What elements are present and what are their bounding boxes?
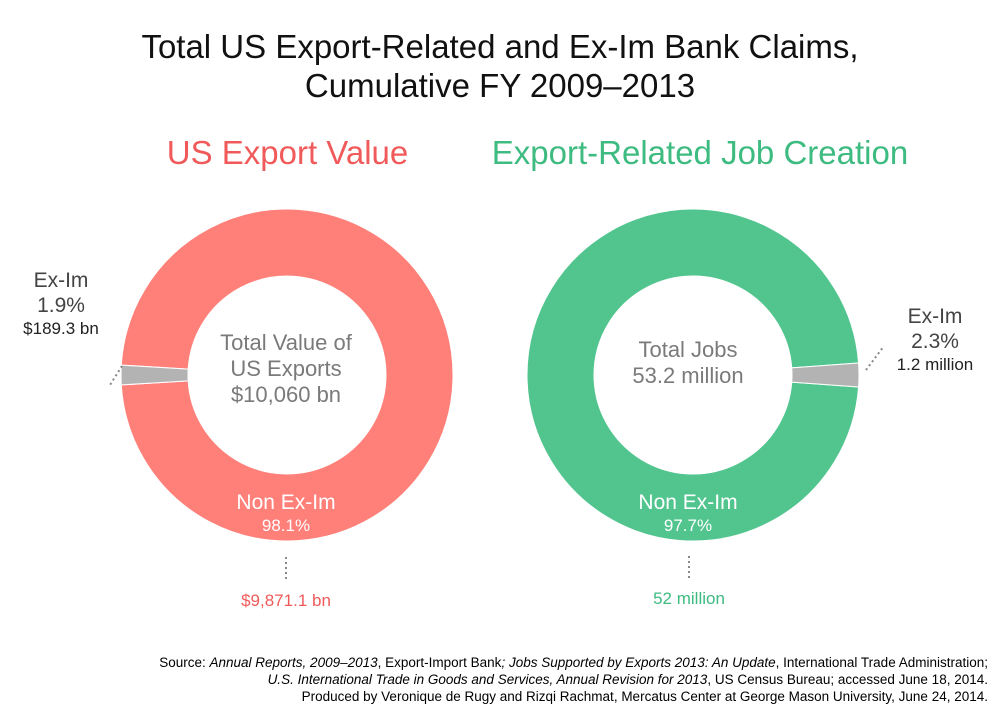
jobs-center-line1: Total Jobs	[638, 337, 738, 362]
export-value-donut	[120, 208, 454, 542]
non-ex-im-slice	[526, 208, 860, 542]
export-non-ex-im-percent: 98.1%	[261, 516, 311, 535]
jobs-ex-im-amount: 1.2 million	[896, 355, 974, 374]
jobs-non-ex-im-percent: 97.7%	[663, 516, 713, 535]
jobs-ex-im-percent: 2.3%	[911, 330, 959, 353]
source-ita: , International Trade Administration;	[775, 655, 988, 670]
jobs-non-ex-im-name: Non Ex-Im	[638, 491, 738, 514]
source-exim-bank: , Export-Import Bank	[377, 655, 502, 670]
export-center-label: Total Value of US Exports $10,060 bn	[186, 330, 386, 408]
ex-im-leader-line-right	[865, 345, 885, 371]
export-non-ex-im-amount: $9,871.1 bn	[241, 591, 331, 610]
job-creation-donut	[526, 208, 860, 542]
export-non-ex-im-name: Non Ex-Im	[236, 491, 336, 514]
jobs-center-label: Total Jobs 53.2 million	[593, 337, 783, 389]
producer-credit: Produced by Veronique de Rugy and Rizqi …	[301, 689, 988, 704]
export-ex-im-name: Ex-Im	[33, 269, 89, 292]
jobs-ex-im-label: Ex-Im 2.3% 1.2 million	[870, 304, 1000, 376]
source-line-2: U.S. International Trade in Goods and Se…	[268, 671, 988, 688]
job-creation-title: Export-Related Job Creation	[491, 134, 909, 171]
export-ex-im-amount: $189.3 bn	[23, 319, 99, 338]
jobs-center-line2: 53.2 million	[632, 363, 744, 388]
export-center-line1: Total Value of	[220, 330, 352, 355]
export-non-ex-im-label: Non Ex-Im 98.1%	[196, 490, 376, 537]
source-line-1: Source: Annual Reports, 2009–2013, Expor…	[159, 654, 988, 671]
ex-im-leader-line-left	[109, 365, 123, 386]
chart-title-line1: Total US Export-Related and Ex-Im Bank C…	[141, 28, 859, 65]
jobs-non-ex-im-amount: 52 million	[653, 589, 725, 608]
jobs-ex-im-name: Ex-Im	[907, 305, 963, 328]
export-center-line3: $10,060 bn	[230, 382, 342, 407]
ex-im-slice	[791, 362, 860, 388]
export-center-line2: US Exports	[230, 356, 342, 381]
source-jobs-supported: ; Jobs Supported by Exports 2013: An Upd…	[501, 655, 776, 670]
export-value-title: US Export Value	[166, 134, 409, 171]
source-prefix: Source:	[159, 655, 210, 670]
chart-title-line2: Cumulative FY 2009–2013	[304, 67, 696, 104]
non-ex-im-slice	[120, 208, 454, 542]
export-ex-im-percent: 1.9%	[37, 294, 85, 317]
jobs-non-ex-im-label: Non Ex-Im 97.7%	[598, 490, 778, 537]
source-trade-goods: U.S. International Trade in Goods and Se…	[267, 672, 708, 687]
ex-im-slice	[120, 364, 189, 386]
export-ex-im-label: Ex-Im 1.9% $189.3 bn	[0, 268, 122, 340]
source-census: , US Census Bureau; accessed June 18, 20…	[707, 672, 988, 687]
source-annual-reports: Annual Reports, 2009–2013	[209, 655, 378, 670]
